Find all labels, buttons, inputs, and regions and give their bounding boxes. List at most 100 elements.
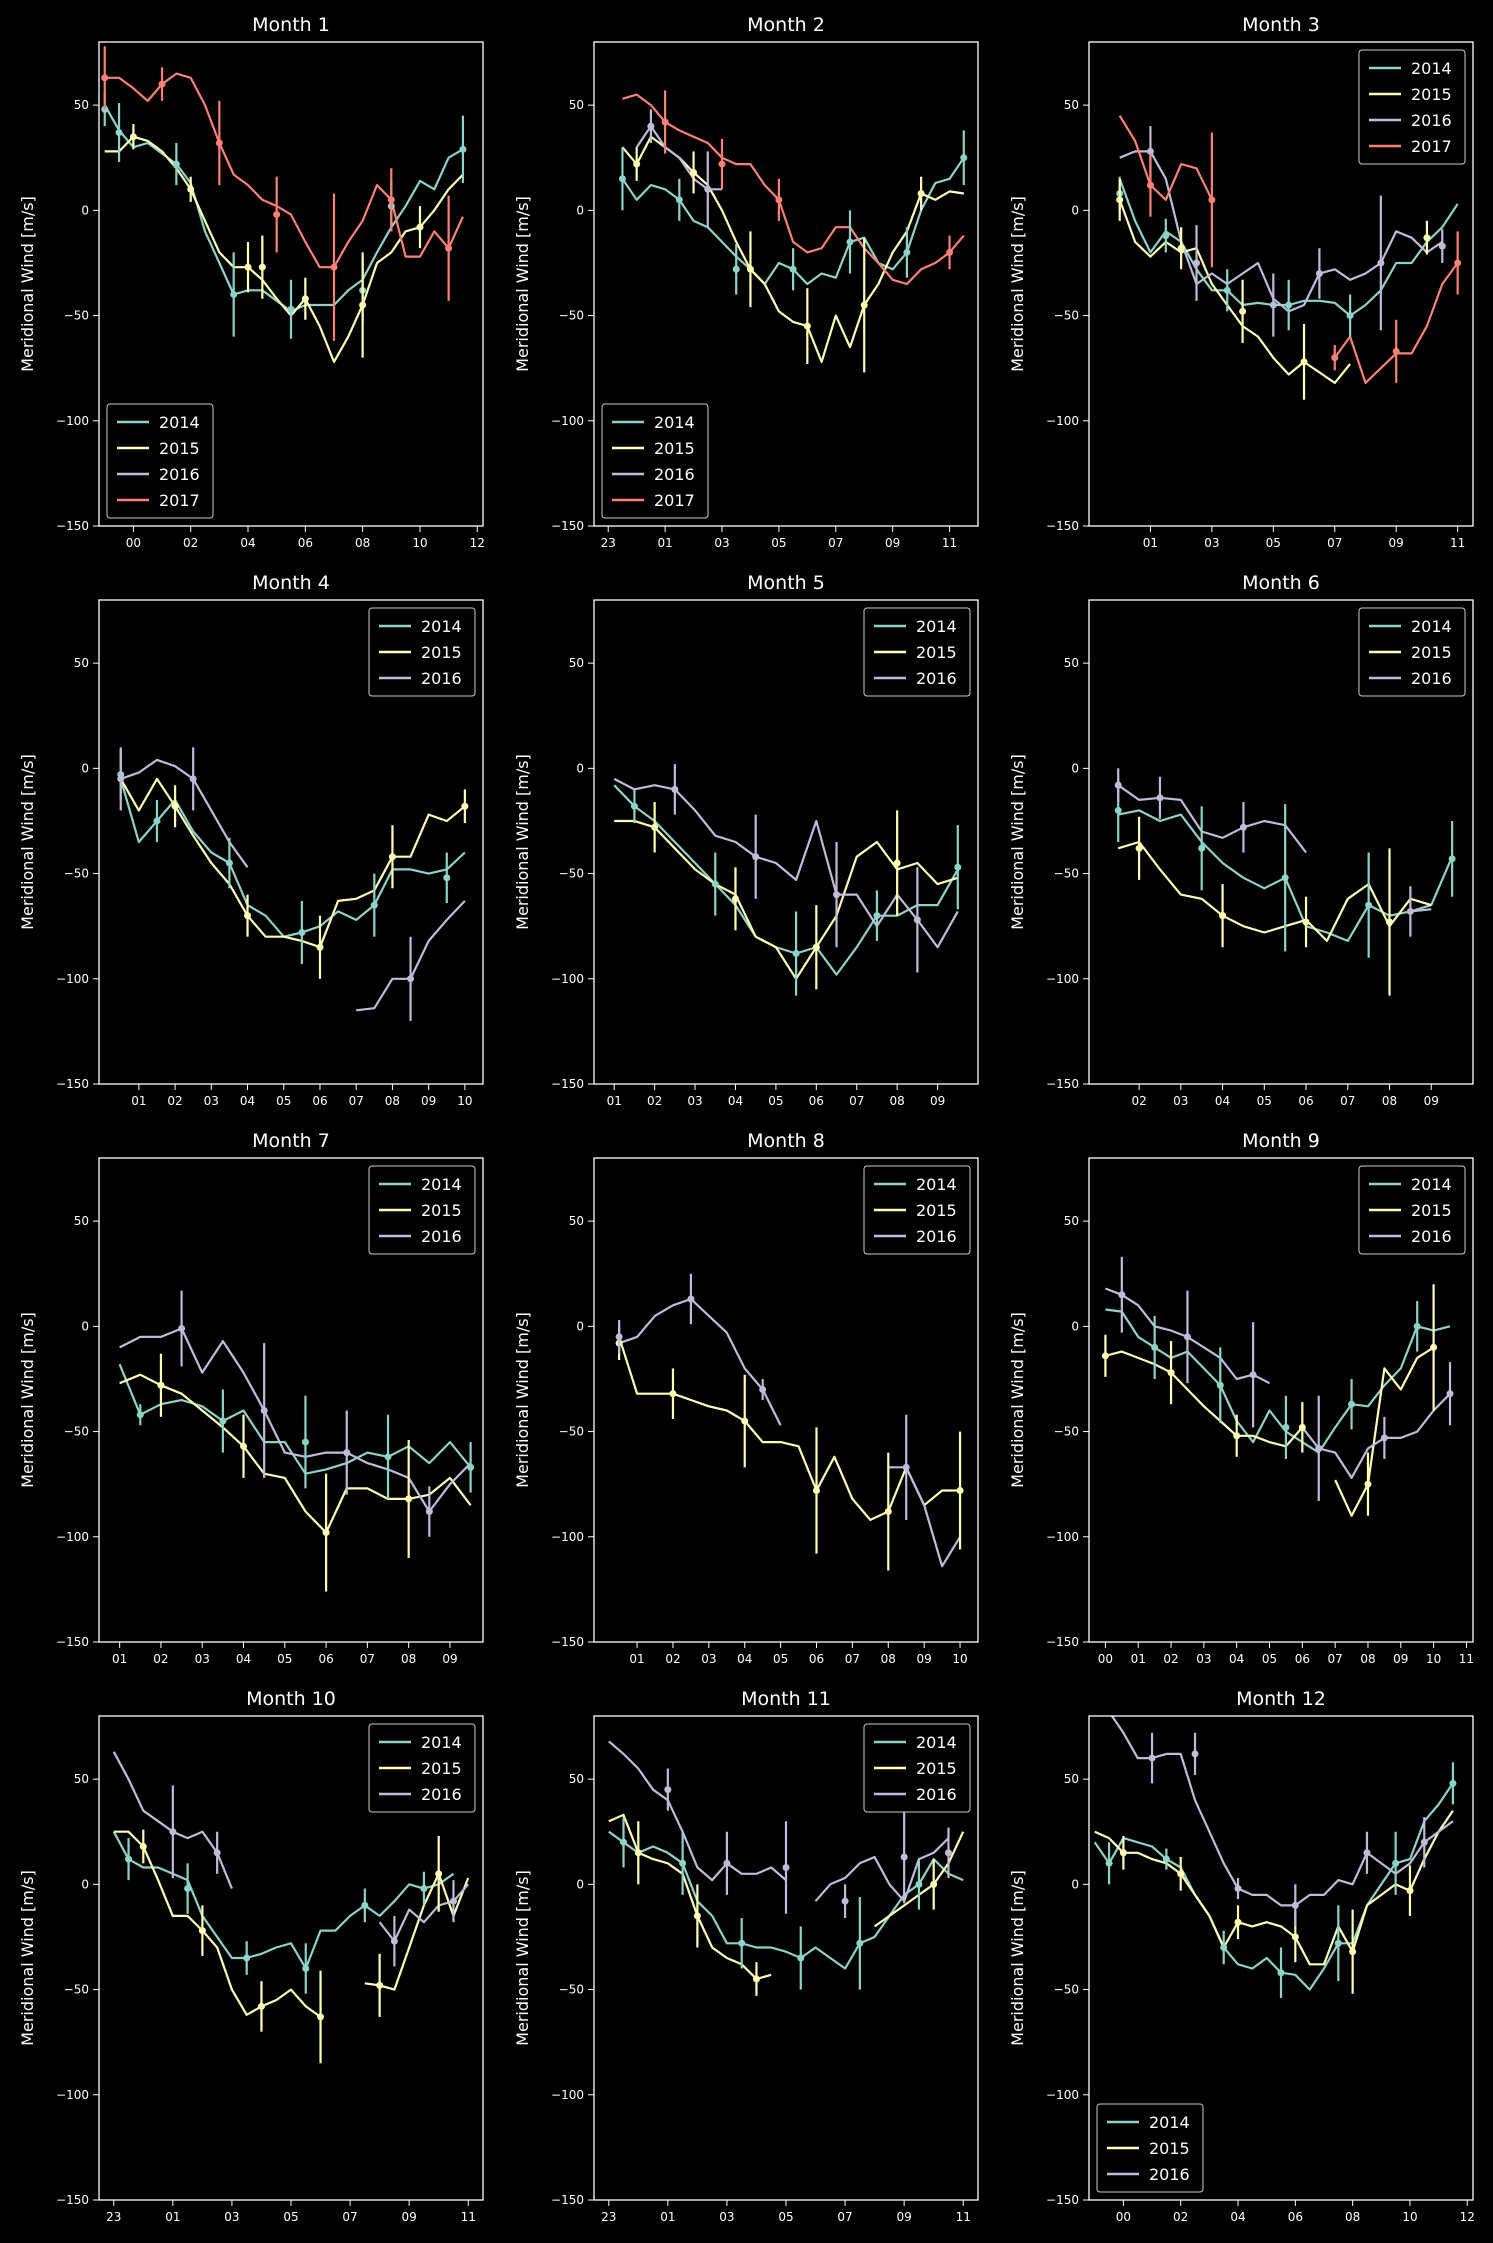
legend-label: 2014 (1149, 2113, 1190, 2132)
subplot-5: 50 0 −50 −100 −150 01 02 03 04 05 06 07 08 09 Month 5 M… (513, 572, 979, 1108)
errorbar-2015-marker (376, 1981, 384, 1989)
legend-label: 2017 (159, 491, 200, 510)
subplot-title: Month 5 (747, 572, 825, 594)
legend-label: 2015 (421, 1759, 462, 1778)
legend-label: 2014 (916, 1733, 957, 1752)
x-tick-label: 06 (1295, 1652, 1310, 1666)
x-tick-label: 06 (318, 1652, 333, 1666)
errorbar-2014-marker (287, 305, 295, 313)
errorbar-2014-marker (467, 1463, 475, 1471)
series-line-2017 (622, 93, 965, 286)
y-axis-label: Meridional Wind [m/s] (513, 1870, 532, 2046)
errorbar-2014-marker (630, 802, 638, 810)
errorbar-2015-marker (803, 322, 811, 330)
y-tick-label: −100 (551, 414, 584, 428)
errorbar-2016-marker (664, 1786, 672, 1794)
errorbar-2016-marker (841, 1897, 849, 1905)
legend: 2014 2015 2016 (368, 607, 476, 697)
errorbar-2015-marker (322, 1529, 330, 1537)
legend-label: 2015 (916, 1201, 957, 1220)
subplot-title: Month 3 (1242, 14, 1320, 36)
x-tick-label: 08 (1382, 1094, 1397, 1108)
errorbar-2017-marker (158, 80, 166, 88)
errorbar-2014-marker (1216, 1381, 1224, 1389)
errorbar-2017-marker (273, 211, 281, 219)
errorbar-2017-marker (1331, 354, 1339, 362)
series-layer (118, 1290, 475, 1592)
series-line-2015 (1117, 840, 1432, 942)
legend: 2014 2015 2016 (368, 1165, 476, 1255)
legend-label: 2016 (1411, 669, 1452, 688)
x-tick-label: 06 (809, 1652, 824, 1666)
y-tick-label: 50 (1064, 1214, 1079, 1228)
y-tick-label: −50 (64, 1983, 89, 1997)
x-tick-label: 04 (236, 1652, 251, 1666)
y-tick-label: 50 (569, 1214, 584, 1228)
axes-frame (98, 599, 484, 1085)
errorbar-2016-marker (900, 1853, 908, 1861)
errorbar-2015-marker (1135, 844, 1143, 852)
subplot-title: Month 12 (1236, 1688, 1326, 1710)
errorbar-2016-marker (260, 1407, 268, 1415)
errorbar-2015-marker (198, 1927, 206, 1935)
errorbar-2016-marker (1315, 1444, 1323, 1452)
errorbar-2016-marker (1118, 1291, 1126, 1299)
legend-label: 2014 (421, 1733, 462, 1752)
legend: 2014 2015 2016 (1096, 2103, 1204, 2193)
y-tick-label: 50 (569, 656, 584, 670)
errorbar-2014-marker (420, 1885, 428, 1893)
errorbar-2014-marker (125, 1855, 133, 1863)
errorbar-2014-marker (1198, 844, 1206, 852)
x-tick-label: 05 (1257, 1094, 1272, 1108)
y-tick-label: 50 (74, 1214, 89, 1228)
x-tick-label: 07 (1328, 1652, 1343, 1666)
axes-frame (98, 1157, 484, 1643)
x-tick-label: 05 (1266, 536, 1281, 550)
y-tick-label: −100 (56, 2088, 89, 2102)
subplot-1: 50 0 −50 −100 −150 00 02 04 06 08 10 12 Month 1 Merid… (18, 14, 485, 550)
errorbar-2014-marker (361, 1901, 369, 1909)
x-tick-label: 06 (312, 1094, 327, 1108)
x-tick-label: 02 (1163, 1652, 1178, 1666)
x-tick-label: 09 (1389, 536, 1404, 550)
x-tick-label: 01 (1131, 1652, 1146, 1666)
x-tick-label: 10 (1402, 2210, 1417, 2224)
errorbar-2016-marker (704, 185, 712, 193)
x-tick-label: 03 (1173, 1094, 1188, 1108)
subplot-10: 50 0 −50 −100 −150 23 01 03 05 07 09 11 Month 10 Meri… (18, 1688, 484, 2224)
legend: 2014 2015 2016 (1358, 607, 1466, 697)
legend-frame (1096, 2103, 1204, 2193)
errorbar-2015-marker (1116, 196, 1124, 204)
series-line-2014 (613, 784, 959, 976)
errorbar-2015-marker (129, 133, 137, 141)
x-tick-label: 07 (837, 2210, 852, 2224)
errorbar-2016-marker (1363, 1849, 1371, 1857)
errorbar-2014-marker (230, 291, 238, 299)
y-tick-label: 50 (74, 656, 89, 670)
y-tick-label: 50 (1064, 1772, 1079, 1786)
errorbar-2015-marker (405, 1495, 413, 1503)
x-tick-label: 03 (1196, 1652, 1211, 1666)
x-tick-label: 11 (956, 2210, 971, 2224)
errorbar-2016-marker (1380, 1434, 1388, 1442)
errorbar-2014-marker (1105, 1859, 1113, 1867)
y-tick-label: 0 (576, 761, 584, 775)
axes-frame (593, 599, 979, 1085)
errorbar-2014-marker (915, 1880, 923, 1888)
x-tick-label: 06 (1288, 2210, 1303, 2224)
legend: 2014 2015 2016 2017 (601, 403, 709, 519)
errorbar-2014-marker (301, 1438, 309, 1446)
y-tick-label: −100 (551, 2088, 584, 2102)
errorbar-2015-marker (634, 1849, 642, 1857)
errorbar-2016-marker (178, 1324, 186, 1332)
y-tick-label: 0 (81, 761, 89, 775)
errorbar-2015-marker (461, 802, 469, 810)
errorbar-2015-marker (157, 1381, 165, 1389)
errorbar-2014-marker (960, 154, 968, 162)
errorbar-2016-marker (782, 1864, 790, 1872)
legend-frame (863, 1165, 971, 1255)
x-tick-label: 01 (165, 2210, 180, 2224)
legend-label: 2016 (1149, 2165, 1190, 2184)
axes-frame (593, 41, 979, 527)
x-tick-label: 08 (881, 1652, 896, 1666)
